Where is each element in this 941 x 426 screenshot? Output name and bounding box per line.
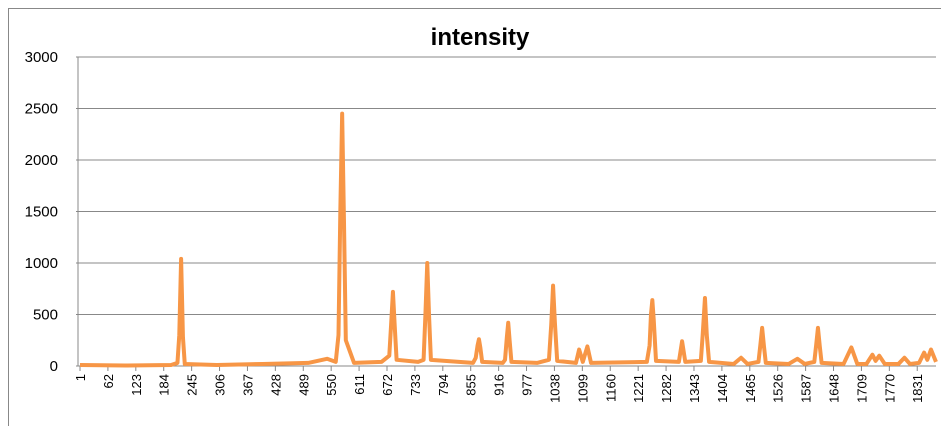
x-tick-label: 1282 [659, 374, 674, 403]
x-tick-label: 1404 [715, 374, 730, 403]
x-tick-label: 794 [436, 374, 451, 396]
x-tick-label: 1831 [910, 374, 925, 403]
y-tick-label: 2500 [25, 101, 58, 118]
x-tick-label: 428 [268, 374, 283, 396]
x-tick-label: 62 [101, 374, 116, 388]
x-tick-label: 672 [380, 374, 395, 396]
y-tick-label: 1500 [25, 204, 58, 221]
line-series [79, 111, 938, 368]
x-tick-label: 1099 [575, 374, 590, 403]
x-tick-label: 1160 [603, 374, 618, 402]
x-tick-label: 184 [157, 374, 172, 396]
x-tick-label: 855 [464, 374, 479, 396]
x-tick-label: 1770 [882, 374, 897, 403]
x-tick-label: 1526 [771, 374, 786, 403]
chart-title: intensity [431, 24, 530, 51]
x-tick-label: 367 [240, 374, 255, 396]
chart-border [8, 8, 941, 426]
x-tick-label: 1221 [631, 374, 646, 403]
x-tick-label: 1038 [547, 374, 562, 403]
x-tick-label: 1587 [799, 374, 814, 403]
x-tick-label: 1709 [854, 374, 869, 403]
x-tick-label: 1 [73, 374, 88, 381]
x-tick-label: 306 [213, 374, 228, 396]
y-tick-label: 2000 [25, 152, 58, 169]
x-tick-label: 611 [352, 374, 367, 395]
y-tick-label: 0 [50, 358, 58, 375]
x-tick-label: 916 [492, 374, 507, 396]
x-tick-label: 1648 [827, 374, 842, 403]
x-tick-label: 733 [408, 374, 423, 396]
x-tick-label: 489 [296, 374, 311, 396]
x-tick-label: 550 [324, 374, 339, 396]
x-tick-label: 977 [520, 374, 535, 396]
x-tick-label: 1343 [687, 374, 702, 403]
y-tick-label: 500 [33, 307, 58, 324]
x-tick-label: 123 [129, 374, 144, 396]
y-tick-label: 3000 [25, 49, 58, 66]
x-tick-label: 1465 [743, 374, 758, 403]
y-tick-label: 1000 [25, 255, 58, 272]
x-tick-label: 245 [185, 374, 200, 396]
